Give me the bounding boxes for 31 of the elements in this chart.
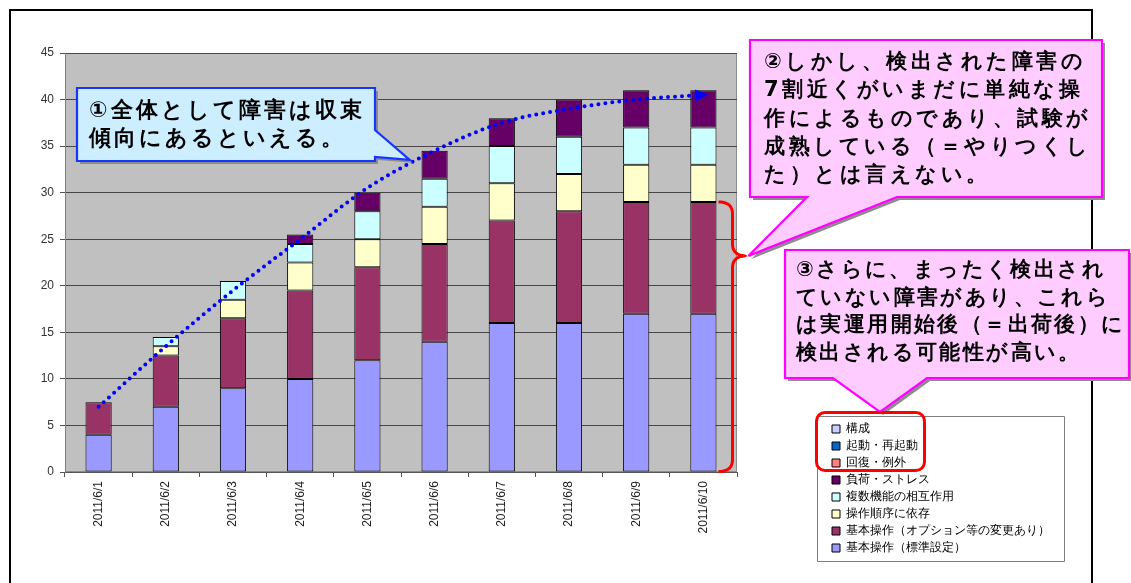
y-tick-label: 40 bbox=[40, 91, 55, 106]
legend-label: 起動・再起動 bbox=[846, 438, 918, 453]
y-tick-label: 20 bbox=[40, 278, 55, 293]
x-tick-label: 2011/6/9 bbox=[628, 480, 643, 527]
x-tick-label: 2011/6/3 bbox=[225, 480, 240, 527]
legend-label: 基本操作（オプション等の変更あり） bbox=[846, 523, 1050, 538]
y-tick-label: 35 bbox=[40, 138, 55, 153]
text: ②しかし、検出された障害の7割近くがいまだに単純な操作によるものであり、試験が成熟している（＝やりつくした）とは言えない。 bbox=[764, 48, 1092, 189]
legend-label: 構成 bbox=[846, 421, 870, 436]
y-tick-label: 0 bbox=[47, 464, 55, 479]
legend-label: 基本操作（標準設定） bbox=[846, 540, 966, 555]
x-tick-label: 2011/6/5 bbox=[359, 480, 374, 527]
text: ③さらに、まったく検出されていない障害があり、これらは実運用開始後（＝出荷後）に検出される可能性が高い。 bbox=[796, 256, 1127, 367]
y-tick-label: 25 bbox=[40, 231, 55, 246]
legend-label: 操作順序に依存 bbox=[846, 506, 930, 521]
y-tick-label: 45 bbox=[40, 45, 55, 60]
x-tick-label: 2011/6/8 bbox=[561, 480, 576, 527]
legend-label: 回復・例外 bbox=[846, 455, 906, 470]
x-tick-label: 2011/6/1 bbox=[90, 480, 105, 527]
y-tick-label: 30 bbox=[40, 184, 55, 199]
x-tick-label: 2011/6/7 bbox=[494, 480, 509, 527]
y-tick-label: 15 bbox=[40, 324, 55, 339]
legend-label: 負荷・ストレス bbox=[846, 472, 930, 487]
y-tick-label: 10 bbox=[40, 371, 55, 386]
x-tick-label: 2011/6/10 bbox=[695, 480, 710, 534]
x-tick-label: 2011/6/4 bbox=[292, 480, 307, 527]
legend-label: 複数機能の相互作用 bbox=[846, 489, 954, 504]
x-tick-label: 2011/6/6 bbox=[426, 480, 441, 527]
y-tick-label: 5 bbox=[47, 417, 55, 432]
x-tick-label: 2011/6/2 bbox=[158, 480, 173, 527]
annotation: ①全体として障害は収束傾向にあるといえる。 bbox=[89, 96, 366, 152]
